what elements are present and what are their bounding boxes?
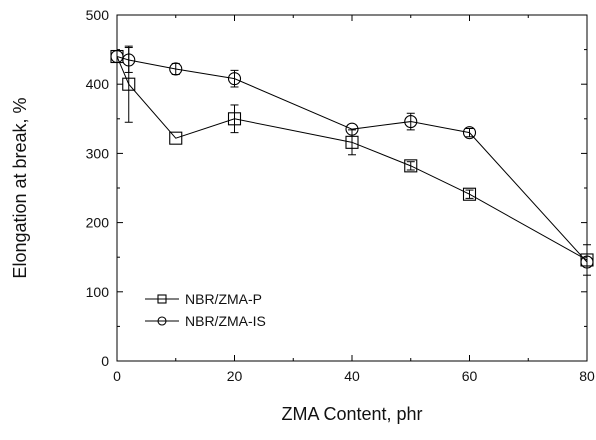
y-tick-label: 200 [86,215,110,231]
data-point [122,53,136,67]
y-tick-label: 100 [86,284,110,300]
y-axis-label: Elongation at break, % [10,97,30,278]
data-point [345,135,359,149]
data-point [122,77,136,91]
plot-frame [116,14,588,362]
data-point [580,255,594,269]
series-layer [110,45,594,276]
y-tick-label: 0 [101,353,109,369]
legend-label: NBR/ZMA-P [185,291,262,307]
data-point [169,131,183,145]
x-axis-label: ZMA Content, phr [281,404,422,424]
x-tick-label: 80 [579,368,595,384]
data-point [404,159,418,173]
data-point [227,72,242,86]
data-point [227,112,242,126]
axis-ticks: 0 20 40 60 80 0 100 200 300 400 500 [86,7,595,384]
legend: NBR/ZMA-P NBR/ZMA-IS [145,291,266,329]
data-point [462,187,477,201]
legend-entry: NBR/ZMA-IS [145,313,266,329]
data-point [462,126,477,140]
legend-marker [157,316,167,326]
legend-marker [157,294,167,304]
y-tick-label: 400 [86,76,110,92]
legend-label: NBR/ZMA-IS [185,313,266,329]
x-tick-label: 20 [227,368,243,384]
data-point [345,122,359,136]
series-line [116,56,588,261]
series-line [116,56,588,263]
y-tick-label: 300 [86,145,110,161]
y-tick-label: 500 [86,7,110,23]
series-square [110,45,594,276]
data-point [404,115,418,129]
data-point [110,49,124,64]
x-tick-label: 60 [462,368,478,384]
x-tick-label: 0 [113,368,121,384]
series-circle [110,47,594,269]
data-point [169,62,183,76]
legend-entry: NBR/ZMA-P [145,291,262,307]
x-tick-label: 40 [344,368,360,384]
